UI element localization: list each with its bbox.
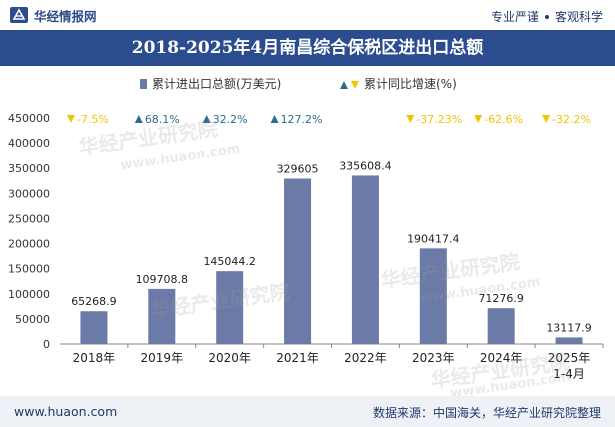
bar-value-label: 109708.8 (136, 273, 189, 286)
tagline: 专业严谨 客观科学 (491, 8, 603, 25)
x-tick-label: 2018年 (73, 351, 116, 365)
legend-label-growth: 累计同比增速(%) (364, 77, 457, 91)
bar (284, 178, 312, 344)
legend-down-triangle-icon (351, 81, 359, 89)
y-tick-label: 350000 (8, 162, 50, 175)
bar-value-label: 13117.9 (546, 321, 592, 334)
growth-rate-label: 68.1% (145, 113, 180, 126)
x-tick-label: 2021年 (276, 351, 319, 365)
bar (351, 175, 379, 344)
y-tick-label: 150000 (8, 263, 50, 276)
bar-value-label: 65268.9 (71, 295, 117, 308)
growth-rate-label: 32.2% (213, 113, 248, 126)
bar (216, 271, 244, 344)
growth-down-triangle-icon (66, 115, 75, 123)
bar-value-label: 335608.4 (339, 159, 392, 172)
bar-value-label: 145044.2 (203, 255, 256, 268)
growth-down-triangle-icon (542, 115, 551, 123)
footer: www.huaon.com 数据来源：中国海关，华经产业研究院整理 (0, 396, 615, 427)
legend-label-total: 累计进出口总额(万美元) (152, 77, 281, 91)
growth-rate-label: -37.23% (416, 113, 462, 126)
brand-name: 华经情报网 (34, 8, 97, 24)
legend-up-triangle-icon (340, 81, 348, 89)
growth-up-triangle-icon (270, 115, 279, 123)
growth-up-triangle-icon (202, 115, 211, 123)
top-bar: 华经情报网 专业严谨 客观科学 (0, 0, 615, 30)
y-tick-label: 300000 (8, 187, 50, 200)
y-tick-label: 100000 (8, 288, 50, 301)
y-tick-label: 450000 (8, 112, 50, 125)
tagline-separator-icon (544, 14, 549, 19)
bar-value-label: 190417.4 (407, 232, 460, 245)
x-tick-label: 2023年 (412, 351, 455, 365)
growth-rate-label: 127.2% (281, 113, 323, 126)
huajing-logo-icon (10, 7, 28, 23)
growth-rate-label: -7.5% (77, 113, 109, 126)
tagline-objective: 客观科学 (554, 10, 603, 24)
y-tick-label: 250000 (8, 212, 50, 225)
bar (487, 308, 515, 344)
growth-up-triangle-icon (134, 115, 143, 123)
y-tick-label: 200000 (8, 238, 50, 251)
y-tick-label: 400000 (8, 137, 50, 150)
growth-rate-label: -32.2% (552, 113, 591, 126)
legend-bar-swatch (140, 79, 147, 89)
y-tick-label: 0 (43, 338, 50, 351)
brand[interactable]: 华经情报网 (10, 7, 97, 24)
bar-value-label: 71276.9 (478, 292, 524, 305)
growth-rate-label: -62.6% (484, 113, 523, 126)
x-tick-label: 2019年 (141, 351, 184, 365)
x-tick-label: 2020年 (208, 351, 251, 365)
bar-value-label: 329605 (277, 162, 319, 175)
bar (148, 288, 176, 344)
bar (419, 248, 447, 344)
x-tick-label: 2025年 (548, 351, 591, 365)
chart-title: 2018-2025年4月南昌综合保税区进出口总额 (0, 30, 615, 66)
footer-website-link[interactable]: www.huaon.com (14, 404, 118, 419)
bar-chart: 累计进出口总额(万美元) 累计同比增速(%) 0 50000 100000 150000 2… (8, 77, 604, 381)
x-tick-label: 2024年 (480, 351, 523, 365)
growth-down-triangle-icon (406, 115, 415, 123)
x-tick-label: 1-4月 (553, 367, 585, 381)
y-tick-label: 50000 (15, 313, 50, 326)
growth-down-triangle-icon (474, 115, 483, 123)
x-tick-label: 2022年 (344, 351, 387, 365)
tagline-professional: 专业严谨 (490, 10, 539, 24)
bar (555, 337, 583, 344)
bar (80, 311, 108, 344)
footer-source: 数据来源：中国海关，华经产业研究院整理 (372, 406, 601, 420)
